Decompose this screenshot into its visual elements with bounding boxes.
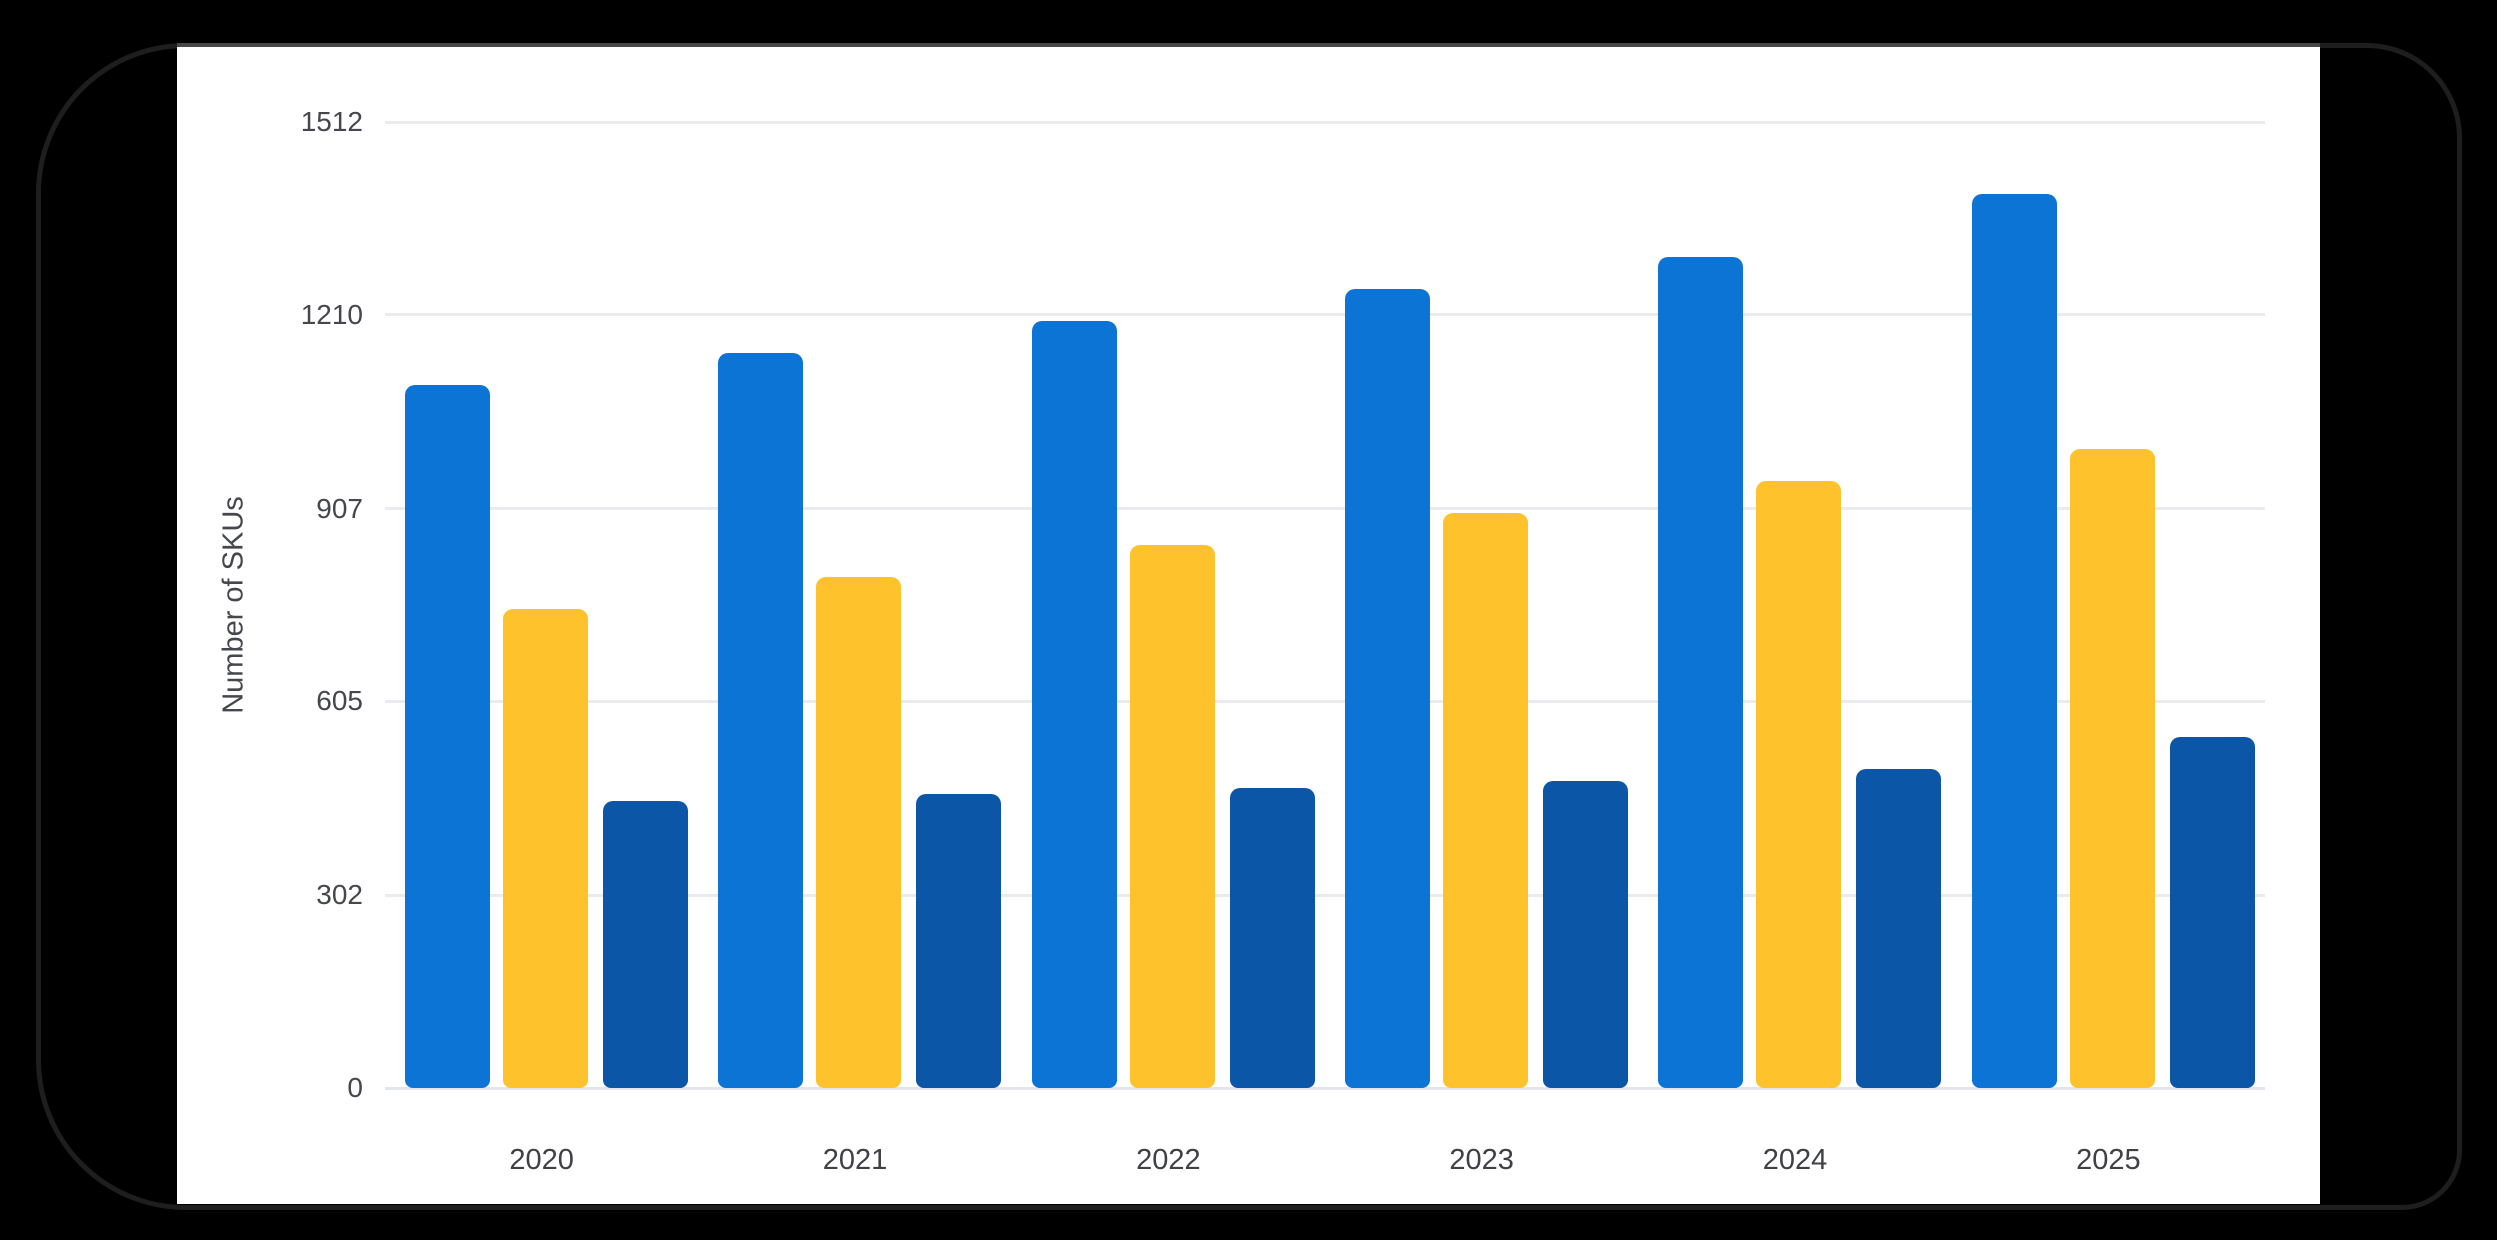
bar-2022-blue[interactable] (1031, 321, 1117, 1088)
bar-2021-blue[interactable] (718, 353, 804, 1088)
x-tick-label-2024: 2024 (1762, 1144, 1828, 1176)
bar-2022-dark-blue[interactable] (1229, 787, 1315, 1088)
bar-2024-blue[interactable] (1658, 257, 1744, 1088)
bar-2023-blue[interactable] (1345, 289, 1430, 1088)
x-tick-label-2021: 2021 (822, 1144, 888, 1176)
bar-2023-yellow[interactable] (1443, 513, 1528, 1088)
y-tick-label-605: 605 (316, 685, 363, 717)
gridline-1512 (385, 120, 2265, 124)
gridline-302 (385, 893, 2265, 897)
y-tick-label-907: 907 (316, 492, 363, 524)
y-tick-label-1512: 1512 (300, 106, 363, 137)
bar-2020-dark-blue[interactable] (603, 800, 688, 1088)
chart-card: Number of SKUs 0 302 605 907 1210 1512 2020 202… (177, 43, 2320, 1204)
bar-2025-yellow[interactable] (2069, 449, 2155, 1088)
bar-2020-yellow[interactable] (503, 608, 588, 1088)
gridline-907 (385, 507, 2265, 511)
x-tick-label-2023: 2023 (1449, 1144, 1514, 1176)
y-tick-label-302: 302 (316, 879, 363, 911)
bar-2021-dark-blue[interactable] (916, 794, 1002, 1088)
bar-2022-yellow[interactable] (1129, 544, 1215, 1088)
bar-2020-blue[interactable] (405, 385, 490, 1088)
bar-2025-blue[interactable] (1971, 193, 2057, 1088)
x-tick-label-2020: 2020 (509, 1144, 574, 1176)
bar-2025-dark-blue[interactable] (2169, 736, 2255, 1088)
gridline-605 (385, 699, 2265, 703)
bar-2021-yellow[interactable] (816, 576, 902, 1088)
x-tick-label-2025: 2025 (2076, 1144, 2141, 1176)
gridline-0 (385, 1086, 2265, 1090)
gridline-1210 (385, 313, 2265, 317)
y-axis-title: Number of SKUs (217, 496, 250, 714)
y-tick-label-0: 0 (347, 1072, 363, 1103)
y-tick-label-1210: 1210 (300, 298, 363, 330)
bar-2024-dark-blue[interactable] (1856, 768, 1942, 1088)
bar-2023-dark-blue[interactable] (1543, 781, 1628, 1088)
bar-2024-yellow[interactable] (1756, 481, 1842, 1088)
x-tick-label-2022: 2022 (1136, 1144, 1201, 1176)
